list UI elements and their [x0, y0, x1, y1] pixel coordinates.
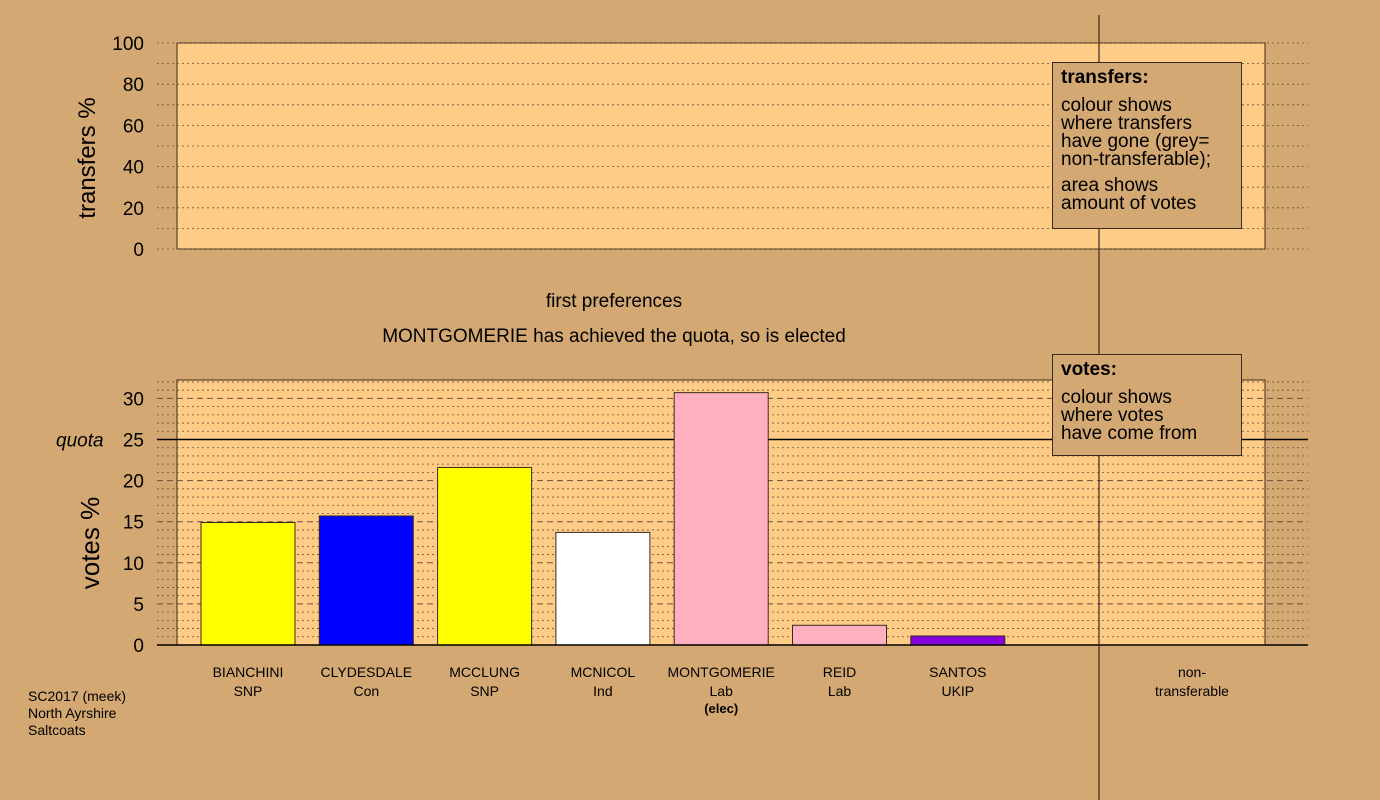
votes-legend-line: colour shows	[1061, 387, 1172, 408]
y-tick-label: 0	[133, 636, 144, 657]
y-axis-label: transfers %	[74, 97, 101, 218]
x-label-candidate: REID	[823, 664, 856, 680]
chart-title: first preferences	[546, 291, 682, 312]
y-axis-label: votes %	[75, 497, 105, 590]
y-tick-label: 5	[133, 595, 144, 616]
y-tick-label: 60	[123, 116, 144, 137]
votes-legend-line: have come from	[1061, 423, 1198, 444]
x-label-candidate: MONTGOMERIE	[668, 664, 775, 680]
votes-legend-title: votes:	[1061, 359, 1117, 380]
transfers-legend-line: area shows	[1061, 175, 1159, 196]
x-label-party: Con	[353, 683, 379, 699]
x-label-candidate: MCCLUNG	[449, 664, 520, 680]
x-label-party: UKIP	[941, 683, 974, 699]
transfers-legend-line: non-transferable);	[1061, 149, 1211, 170]
y-tick-label: 0	[133, 240, 144, 261]
transfers-legend: transfers: colour shows where transfers …	[1052, 62, 1242, 229]
transfers-legend-line: amount of votes	[1061, 193, 1197, 214]
footer-line: SC2017 (meek)	[28, 688, 127, 704]
chart-subtitle: MONTGOMERIE has achieved the quota, so i…	[382, 326, 846, 347]
x-label-nontransferable: transferable	[1155, 683, 1229, 699]
y-tick-label: 10	[123, 554, 144, 575]
bar-montgomerie	[673, 392, 769, 646]
y-tick-label: 40	[123, 158, 144, 179]
transfers-legend-line: colour shows	[1061, 95, 1172, 116]
x-label-candidate: BIANCHINI	[213, 664, 284, 680]
bar-santos	[910, 635, 1006, 646]
footer-line: North Ayrshire	[28, 705, 117, 721]
bar-bianchini	[200, 522, 296, 646]
x-label-nontransferable: non-	[1178, 664, 1206, 680]
x-label-candidate: CLYDESDALE	[321, 664, 413, 680]
quota-label: quota	[56, 431, 104, 452]
footer-line: Saltcoats	[28, 722, 86, 738]
votes-legend-line: where votes	[1061, 405, 1164, 426]
x-label-candidate: SANTOS	[929, 664, 986, 680]
bar-mcnicol	[555, 531, 651, 646]
bar-clydesdale	[318, 515, 414, 646]
x-label-party: Lab	[710, 683, 734, 699]
y-tick-label: 80	[123, 75, 144, 96]
footer-caption: SC2017 (meek) North Ayrshire Saltcoats	[28, 688, 126, 739]
y-tick-label: 15	[123, 513, 144, 534]
y-tick-label: 100	[112, 34, 144, 55]
x-label-party: Ind	[593, 683, 612, 699]
votes-legend: votes: colour shows where votes have com…	[1052, 354, 1242, 456]
transfers-legend-title: transfers:	[1061, 67, 1149, 88]
bar-mcclung	[437, 466, 533, 646]
x-label-candidate: MCNICOL	[571, 664, 636, 680]
y-tick-label: 20	[123, 199, 144, 220]
y-tick-label: 25	[123, 431, 144, 452]
transfers-legend-line: have gone (grey=	[1061, 131, 1210, 152]
x-label-party: Lab	[828, 683, 852, 699]
y-tick-label: 30	[123, 389, 144, 410]
y-tick-label: 20	[123, 472, 144, 493]
bar-reid	[792, 624, 887, 646]
x-label-party: SNP	[470, 683, 499, 699]
transfers-legend-line: where transfers	[1061, 113, 1192, 134]
x-label-party: SNP	[234, 683, 263, 699]
x-label-note: (elec)	[704, 701, 738, 716]
